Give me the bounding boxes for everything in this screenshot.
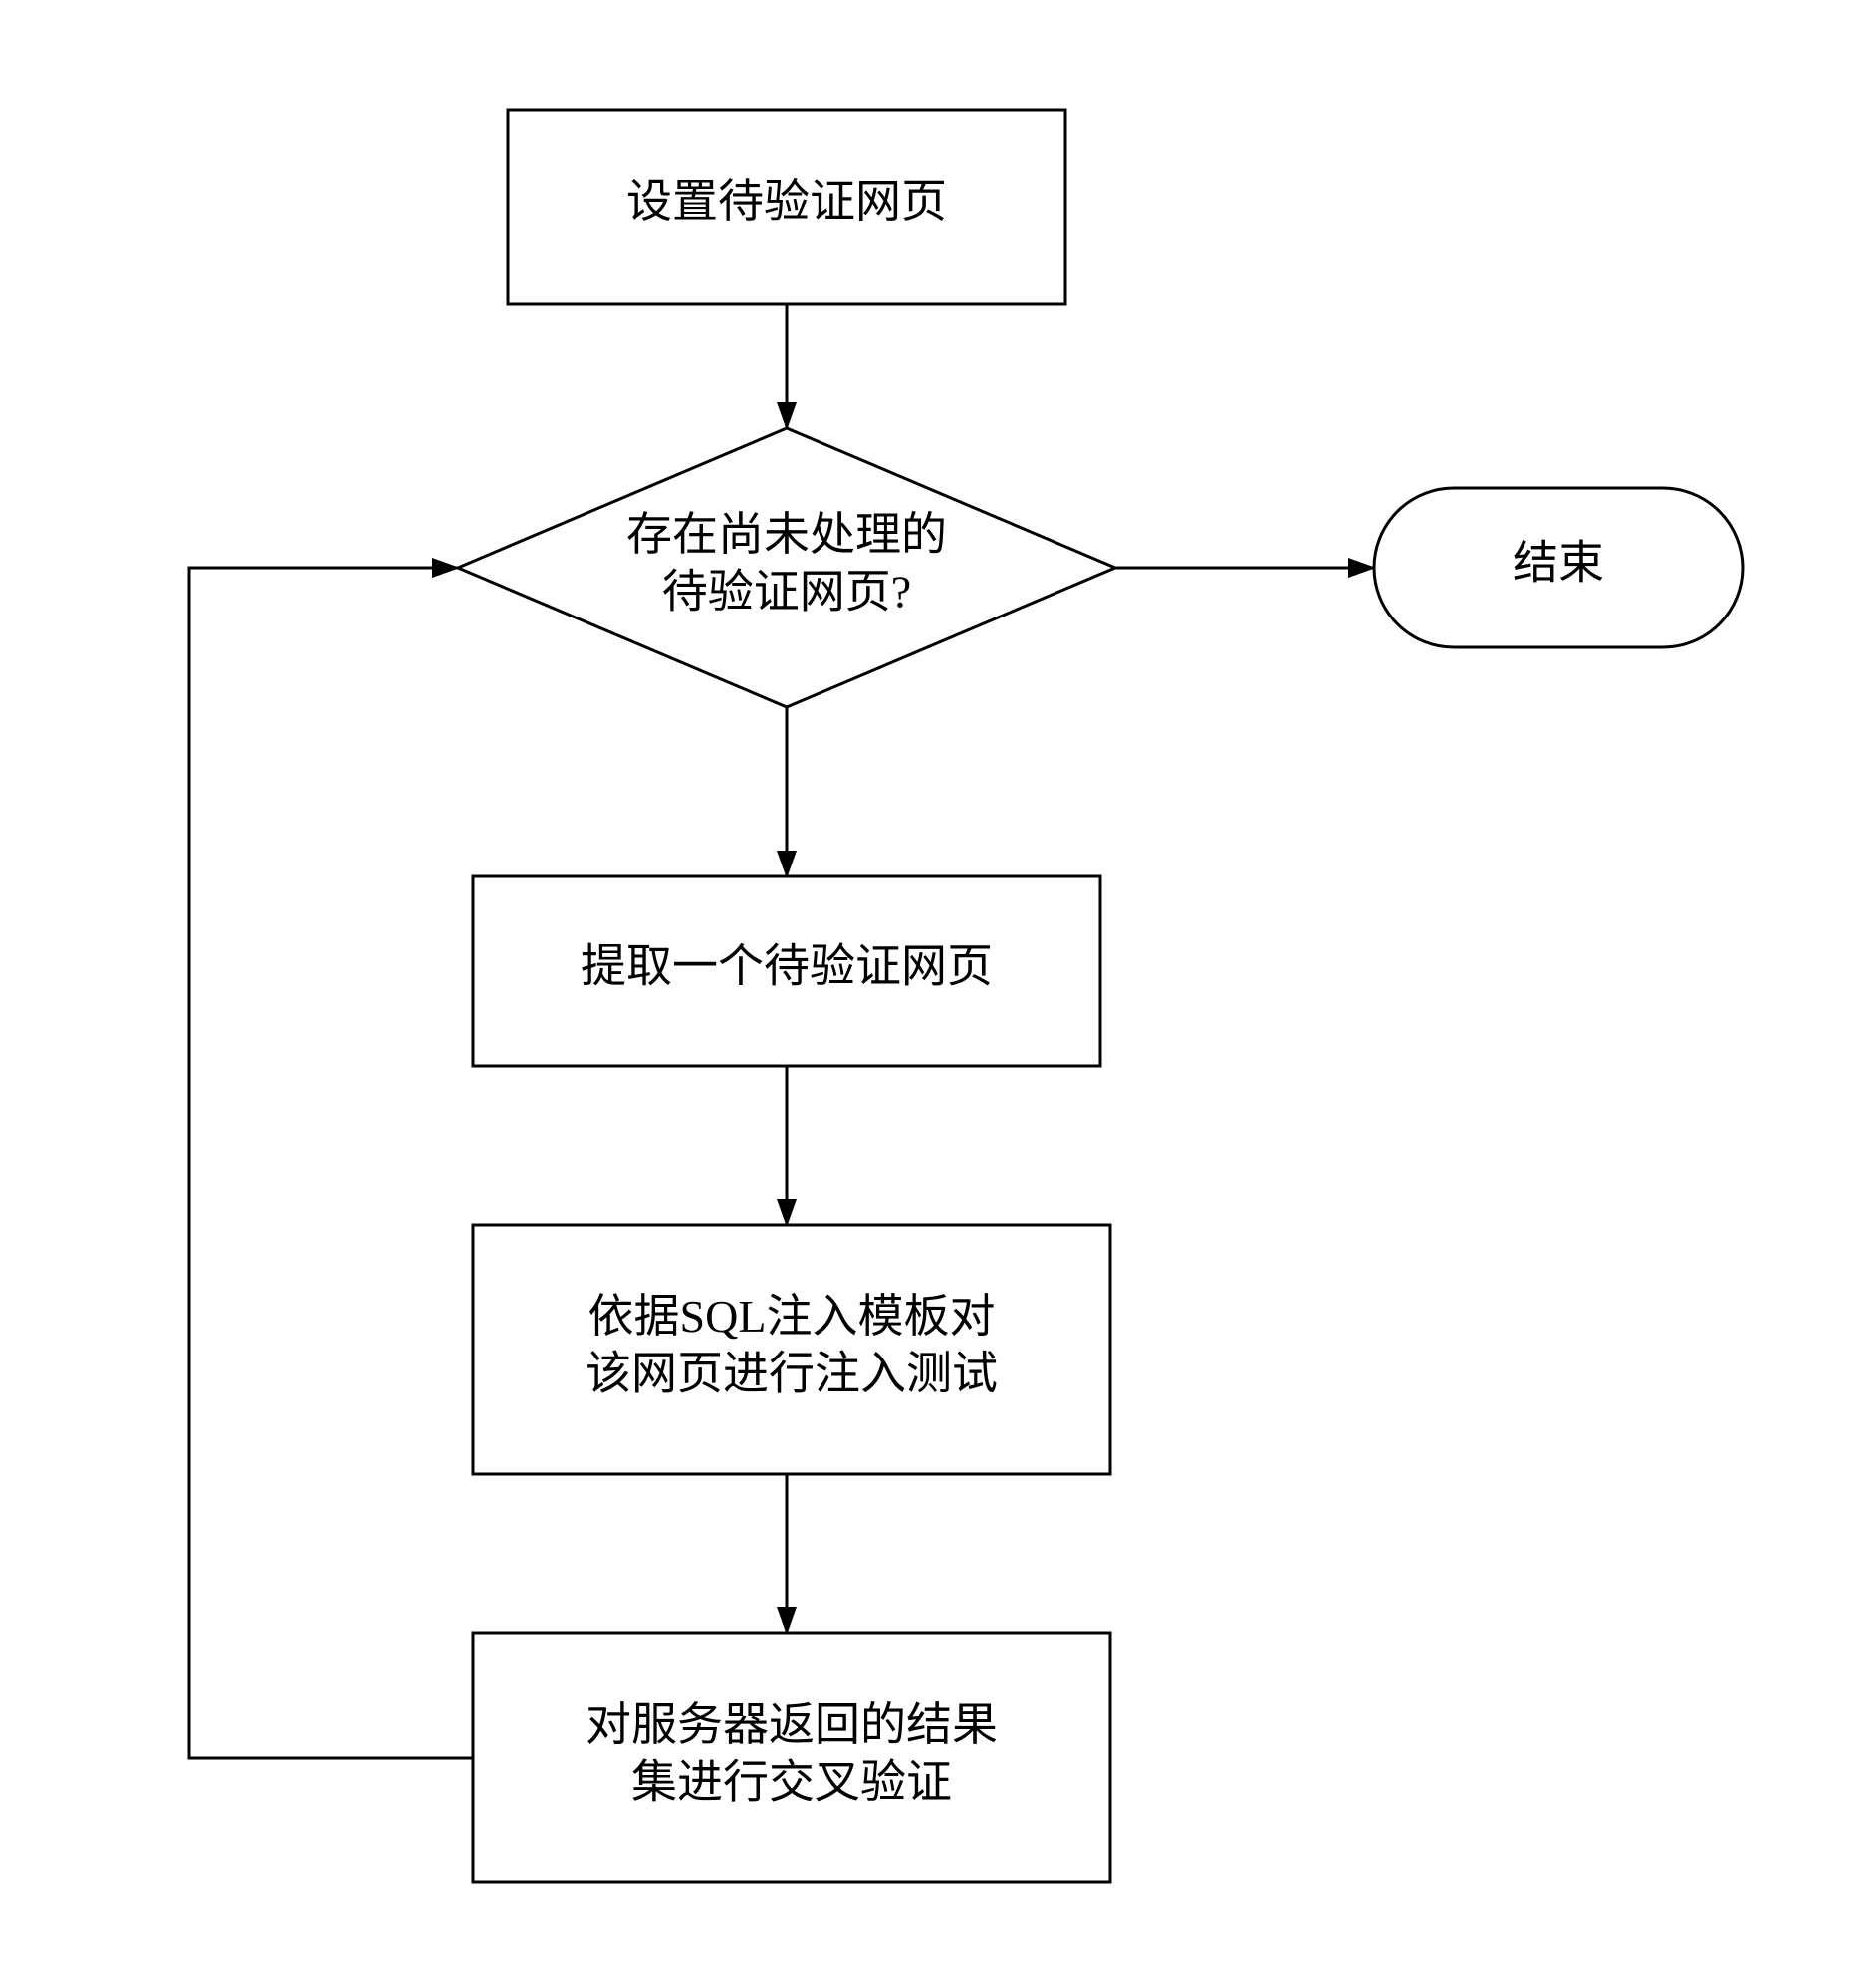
node-label: 提取一个待验证网页	[581, 941, 993, 992]
node-n4: 提取一个待验证网页	[473, 876, 1100, 1066]
node-label: 集进行交叉验证	[631, 1756, 952, 1807]
node-n2: 存在尚未处理的待验证网页?	[458, 428, 1115, 707]
node-label: 设置待验证网页	[626, 176, 947, 227]
node-label: 该网页进行注入测试	[586, 1348, 998, 1398]
node-n1: 设置待验证网页	[508, 110, 1065, 304]
node-n5: 依据SQL注入模板对该网页进行注入测试	[473, 1225, 1110, 1474]
edge-e6	[189, 568, 473, 1758]
node-label: 待验证网页?	[662, 566, 911, 617]
node-label: 存在尚未处理的	[626, 509, 947, 560]
node-n3: 结束	[1374, 488, 1743, 647]
node-label: 结束	[1513, 538, 1604, 589]
node-label: 对服务器返回的结果	[586, 1699, 998, 1750]
node-n6: 对服务器返回的结果集进行交叉验证	[473, 1633, 1110, 1882]
flowchart-diagram: 设置待验证网页存在尚未处理的待验证网页?结束提取一个待验证网页依据SQL注入模板…	[0, 0, 1876, 1976]
node-label: 依据SQL注入模板对	[588, 1291, 996, 1342]
